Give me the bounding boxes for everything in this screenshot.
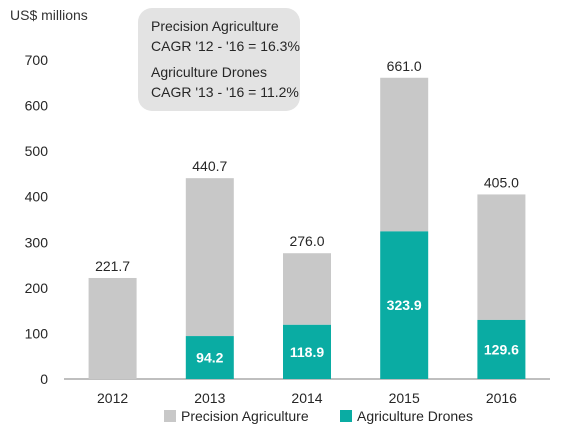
total-label-2013: 440.7: [192, 158, 227, 174]
drone-label-2016: 129.6: [484, 341, 519, 357]
legend-swatch-precision: [164, 410, 176, 422]
y-tick-label: 500: [25, 143, 49, 159]
legend-swatch-drones: [340, 410, 352, 422]
drones-cagr-value: CAGR '13 - '16 = 11.2%: [151, 84, 299, 100]
y-tick-label: 700: [25, 52, 49, 68]
y-axis-unit-label: US$ millions: [10, 7, 88, 23]
drone-label-2014: 118.9: [290, 344, 324, 360]
x-tick-label: 2012: [97, 390, 128, 406]
total-label-2014: 276.0: [289, 233, 324, 249]
total-label-2016: 405.0: [484, 174, 519, 190]
y-tick-label: 200: [25, 280, 49, 296]
y-tick-label: 600: [25, 98, 49, 114]
x-tick-label: 2015: [389, 390, 420, 406]
drone-label-2013: 94.2: [196, 350, 223, 366]
drone-label-2015: 323.9: [387, 297, 422, 313]
bar-precision-2013: [185, 178, 234, 337]
bar-precision-2015: [380, 77, 429, 232]
bar-drones-2014: [283, 324, 331, 379]
legend-label-precision: Precision Agriculture: [181, 408, 309, 424]
x-tick-label: 2013: [194, 390, 225, 406]
x-tick-label: 2014: [291, 390, 322, 406]
bar-drones-2016: [477, 319, 526, 379]
y-tick-label: 100: [25, 325, 49, 341]
bar-precision-2014: [283, 253, 331, 325]
bar-drones-2013: [185, 336, 234, 379]
total-label-2012: 221.7: [95, 258, 130, 274]
y-tick-label: 400: [25, 189, 49, 205]
precision-cagr-value: CAGR '12 - '16 = 16.3%: [151, 38, 300, 54]
bar-drones-2015: [380, 231, 429, 379]
y-tick-label: 0: [40, 371, 48, 387]
bar-precision-2016: [477, 194, 526, 320]
y-tick-label: 300: [25, 234, 49, 250]
cagr-annotation-box: [138, 8, 300, 111]
total-label-2015: 661.0: [387, 58, 422, 74]
drones-cagr-title: Agriculture Drones: [151, 64, 267, 80]
bar-precision-2012: [88, 277, 137, 379]
legend-label-drones: Agriculture Drones: [357, 408, 473, 424]
x-tick-label: 2016: [486, 390, 517, 406]
precision-cagr-title: Precision Agriculture: [151, 18, 279, 34]
